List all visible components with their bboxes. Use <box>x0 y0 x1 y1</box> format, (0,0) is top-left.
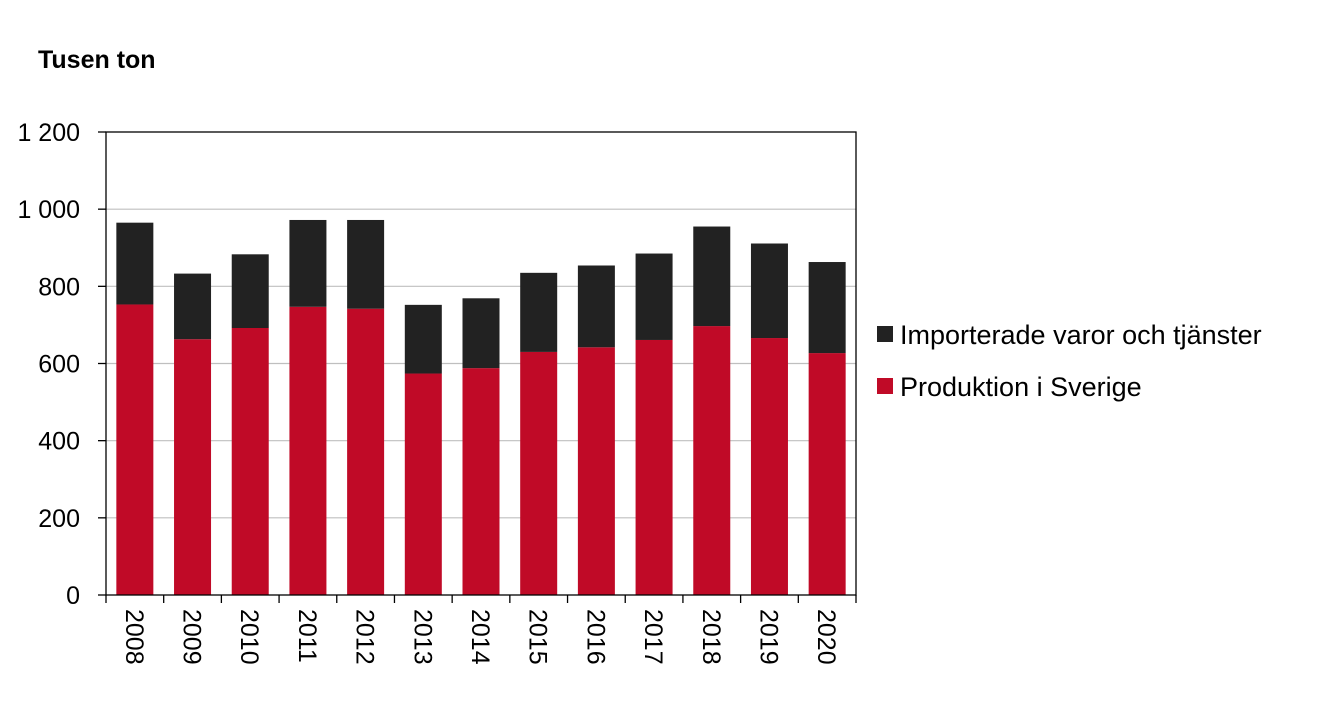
legend-swatch-import <box>877 326 893 342</box>
bar-produktion-2011 <box>289 306 327 595</box>
y-tick-label: 600 <box>38 351 80 379</box>
x-tick-label: 2017 <box>639 609 667 665</box>
x-tick-label: 2015 <box>524 609 552 665</box>
bar-produktion-2008 <box>116 304 154 595</box>
bar-produktion-2016 <box>577 347 615 595</box>
x-tick-label: 2008 <box>120 609 148 665</box>
bar-import-2011 <box>289 219 327 307</box>
y-tick-label: 800 <box>38 273 80 301</box>
y-tick-label: 1 200 <box>17 119 80 147</box>
bar-produktion-2014 <box>462 368 500 595</box>
y-tick-label: 400 <box>38 428 80 456</box>
bar-import-2012 <box>347 219 385 309</box>
bar-import-2015 <box>520 272 558 352</box>
x-tick-label: 2013 <box>408 609 436 665</box>
y-tick-label: 200 <box>38 505 80 533</box>
bar-produktion-2019 <box>750 338 788 595</box>
x-axis-ticks: 2008 2009 2010 2011 2012 2013 2014 2015 2016 2017… <box>105 595 857 665</box>
legend-swatch-produktion <box>877 378 893 394</box>
x-tick-label: 2014 <box>466 609 494 665</box>
y-axis-ticks: 0 200 400 600 800 1 000 1 200 <box>17 119 106 610</box>
bar-import-2016 <box>577 265 615 348</box>
x-tick-label: 2010 <box>235 609 263 665</box>
bar-produktion-2018 <box>693 326 731 595</box>
x-tick-label: 2018 <box>697 609 725 665</box>
x-tick-label: 2009 <box>178 609 206 665</box>
unit-label: Tusen ton <box>38 46 156 74</box>
x-tick-label: 2019 <box>754 609 782 665</box>
x-tick-label: 2011 <box>293 609 321 663</box>
legend-label-import: Importerade varor och tjänster <box>900 320 1262 350</box>
bar-import-2019 <box>750 243 788 339</box>
bar-produktion-2012 <box>347 308 385 595</box>
bar-import-2018 <box>693 226 731 327</box>
bar-produktion-2020 <box>808 353 846 595</box>
bar-produktion-2015 <box>520 351 558 595</box>
bar-import-2014 <box>462 298 500 369</box>
bar-import-2013 <box>404 304 442 374</box>
bar-produktion-2009 <box>174 339 212 595</box>
legend-label-produktion: Produktion i Sverige <box>900 372 1142 402</box>
bar-import-2009 <box>174 273 212 340</box>
bar-produktion-2017 <box>635 339 673 595</box>
bar-import-2008 <box>116 222 154 305</box>
bar-import-2020 <box>808 262 846 354</box>
bar-import-2010 <box>231 254 269 329</box>
x-tick-label: 2020 <box>812 609 840 665</box>
y-tick-label: 0 <box>66 582 80 610</box>
bar-produktion-2010 <box>231 328 269 595</box>
x-tick-label: 2016 <box>581 609 609 665</box>
y-tick-label: 1 000 <box>17 196 80 224</box>
legend: Importerade varor och tjänster Produktion… <box>877 320 1262 402</box>
bars <box>116 219 846 595</box>
bar-import-2017 <box>635 253 673 340</box>
x-tick-label: 2012 <box>351 609 379 665</box>
bar-produktion-2013 <box>404 373 442 595</box>
